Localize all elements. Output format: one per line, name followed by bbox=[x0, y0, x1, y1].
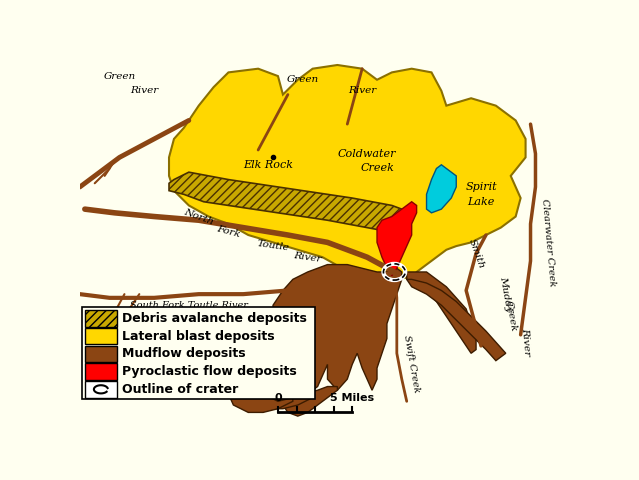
Text: Swift Creek: Swift Creek bbox=[402, 335, 421, 394]
Bar bbox=[85, 381, 117, 397]
Text: Toutle: Toutle bbox=[256, 240, 290, 253]
Text: Outline of crater: Outline of crater bbox=[122, 383, 238, 396]
Polygon shape bbox=[407, 279, 506, 360]
Text: Elk Rock: Elk Rock bbox=[243, 160, 293, 170]
Polygon shape bbox=[273, 264, 402, 394]
Text: Spirit: Spirit bbox=[465, 182, 497, 192]
Text: Debris avalanche deposits: Debris avalanche deposits bbox=[122, 312, 307, 325]
Text: Green: Green bbox=[104, 72, 135, 81]
Text: North: North bbox=[183, 207, 215, 226]
Polygon shape bbox=[229, 386, 293, 412]
Text: Lake: Lake bbox=[467, 197, 495, 207]
Polygon shape bbox=[283, 386, 337, 416]
Text: Lateral blast deposits: Lateral blast deposits bbox=[122, 330, 275, 343]
Text: Muddy: Muddy bbox=[498, 276, 513, 313]
Text: Coldwater: Coldwater bbox=[338, 149, 396, 159]
Polygon shape bbox=[427, 165, 456, 213]
Text: River: River bbox=[520, 328, 531, 357]
Bar bbox=[82, 307, 315, 399]
Text: 0: 0 bbox=[274, 393, 282, 403]
Text: River: River bbox=[293, 251, 322, 264]
Text: Creek: Creek bbox=[504, 300, 518, 333]
Text: Mudflow deposits: Mudflow deposits bbox=[122, 348, 245, 360]
Polygon shape bbox=[169, 65, 526, 279]
Text: South Fork Toutle River: South Fork Toutle River bbox=[130, 301, 248, 310]
Text: Green: Green bbox=[287, 75, 319, 84]
Polygon shape bbox=[243, 383, 312, 409]
Bar bbox=[85, 346, 117, 362]
Bar bbox=[85, 363, 117, 380]
Text: Creek: Creek bbox=[360, 164, 394, 173]
Bar bbox=[85, 328, 117, 345]
Polygon shape bbox=[169, 172, 407, 231]
Text: Pyroclastic flow deposits: Pyroclastic flow deposits bbox=[122, 365, 296, 378]
Text: Smith: Smith bbox=[466, 237, 486, 270]
Text: River: River bbox=[130, 86, 158, 96]
Text: 5 Miles: 5 Miles bbox=[330, 393, 374, 403]
Polygon shape bbox=[407, 272, 476, 353]
Text: Clearwater Creek: Clearwater Creek bbox=[539, 198, 556, 287]
Polygon shape bbox=[377, 202, 417, 276]
Text: River: River bbox=[348, 86, 376, 96]
Bar bbox=[85, 310, 117, 327]
Text: Fork: Fork bbox=[215, 224, 242, 239]
